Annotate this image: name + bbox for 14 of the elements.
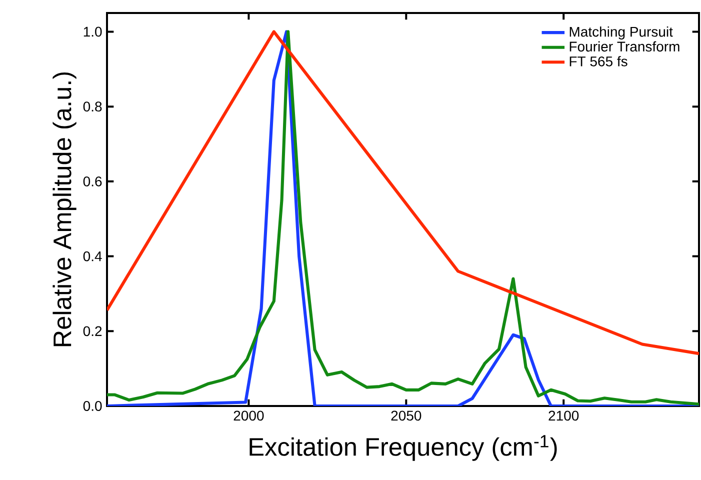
legend-label: FT 565 fs — [570, 56, 628, 66]
y-tick-label: 1.0 — [84, 26, 102, 37]
y-tick-label: 0.8 — [83, 102, 102, 112]
x-axis-title: Excitation Frequency (cm$^{-1}$) — [250, 435, 557, 461]
x-tick-label: 2100 — [548, 410, 579, 421]
y-tick-label: 0.4 — [83, 251, 102, 262]
y-axis-title: Relative Amplitude (a.u.) — [52, 72, 76, 346]
x-tick-label: 2050 — [391, 410, 422, 421]
legend-label: Matching Pursuit — [570, 26, 673, 40]
y-tick-label: 0.2 — [83, 326, 102, 336]
legend-label: Fourier Transform — [570, 41, 680, 52]
x-tick-label: 2000 — [234, 410, 264, 421]
y-tick-label: 0.0 — [83, 401, 102, 411]
y-tick-label: 0.6 — [83, 176, 102, 186]
